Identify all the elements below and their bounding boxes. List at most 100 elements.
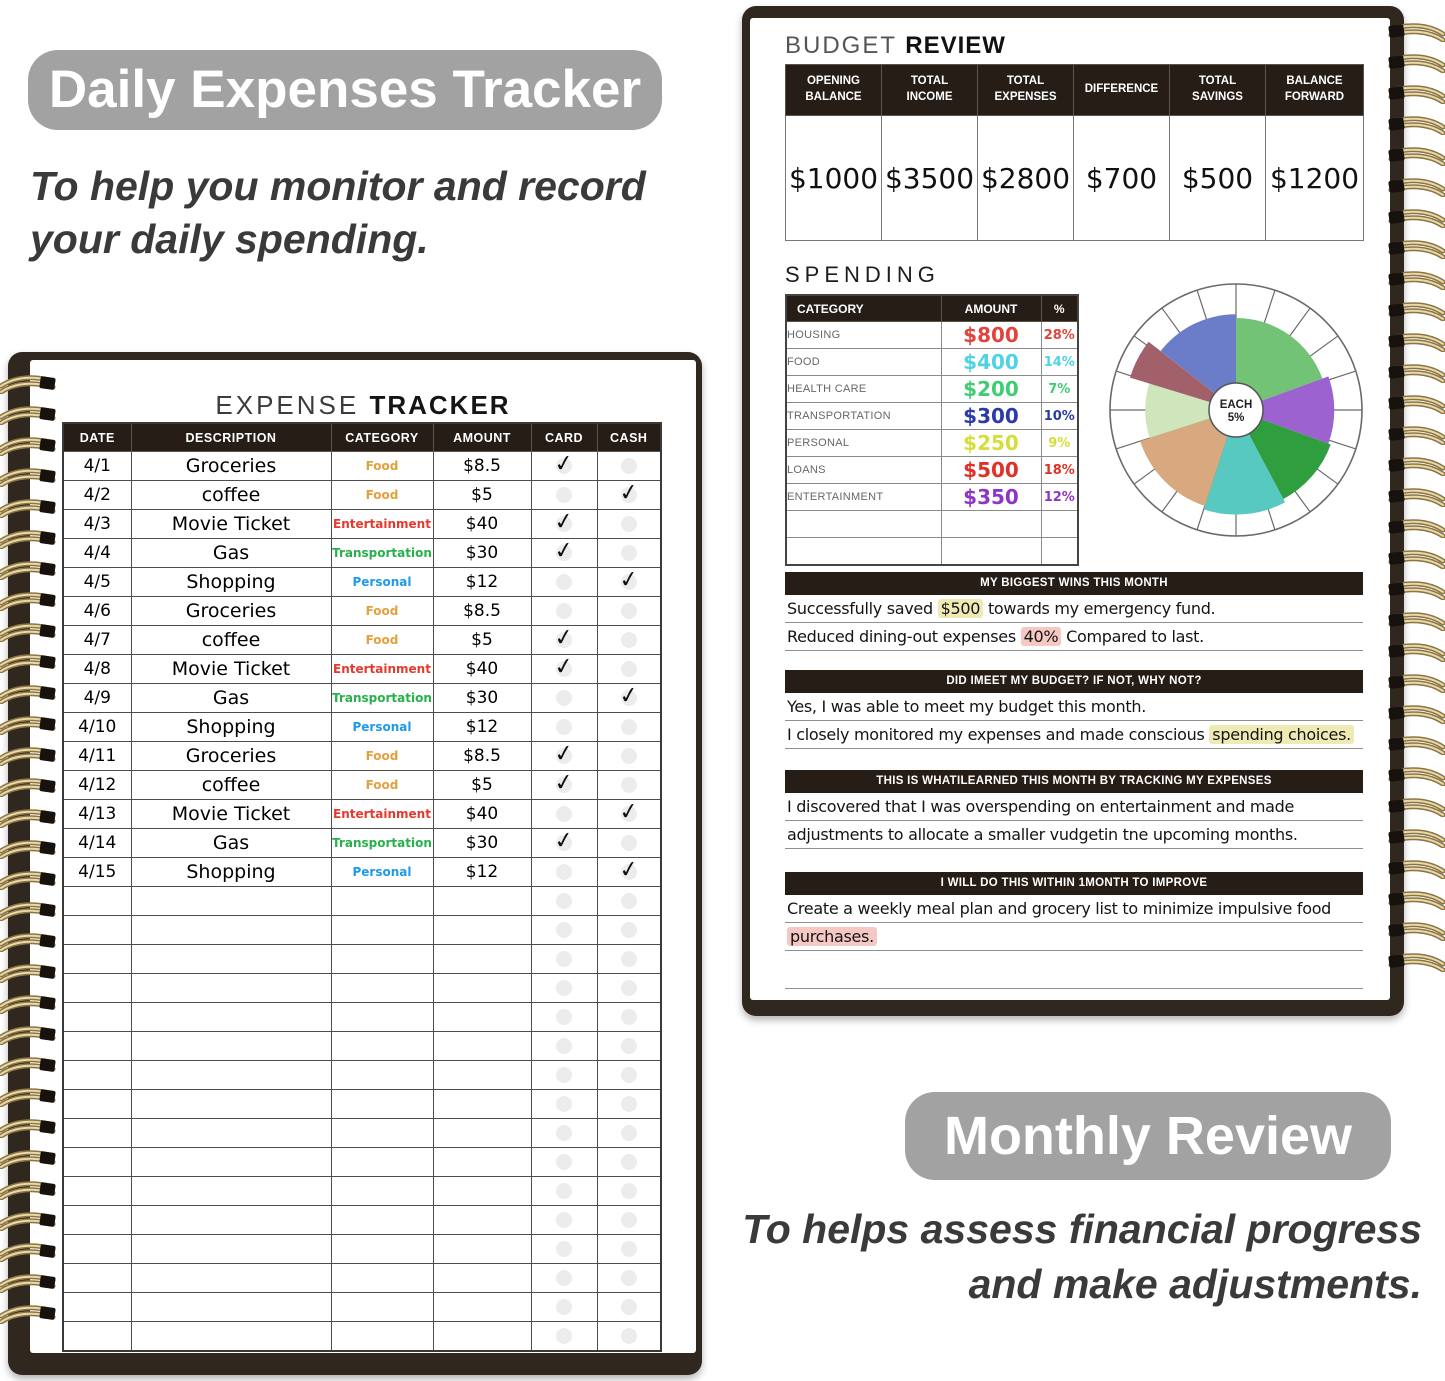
unchecked-dot <box>620 689 637 706</box>
empty-cell <box>62 1176 132 1206</box>
description-cell: Shopping <box>130 567 332 597</box>
empty-cell <box>330 1031 434 1061</box>
check-icon: ✓ <box>552 623 576 653</box>
empty-cell <box>130 1089 332 1119</box>
expense-empty-row <box>62 1147 662 1177</box>
empty-cell <box>596 944 662 974</box>
empty-cell <box>130 1321 332 1352</box>
category-cell: Entertainment <box>330 509 434 539</box>
empty-cell <box>530 1031 598 1061</box>
unchecked-dot <box>620 805 637 822</box>
spiral-coil <box>0 806 60 829</box>
expense-empty-row <box>62 1089 662 1119</box>
cash-cell <box>596 828 662 858</box>
spiral-coil <box>0 1209 60 1232</box>
empty-cell <box>530 1118 598 1148</box>
empty-cell <box>62 1031 132 1061</box>
expense-row: 4/14 Gas Transportation $30 ✓ <box>62 826 662 858</box>
unchecked-dot <box>556 863 572 880</box>
spending-row: FOOD $400 14% <box>785 348 1079 376</box>
empty-cell <box>62 1205 132 1235</box>
column-header: CASH <box>596 422 662 452</box>
check-icon: ✓ <box>552 536 576 566</box>
pie-slice-tan <box>1140 410 1236 506</box>
description-cell: Movie Ticket <box>130 799 332 829</box>
empty-cell <box>62 944 132 974</box>
spiral-coil <box>0 868 60 891</box>
spiral-binding-left <box>0 372 62 1361</box>
unchecked-dot <box>620 776 637 793</box>
description-cell: Groceries <box>130 451 332 481</box>
review-sections: MY BIGGEST WINS THIS MONTH Successfully s… <box>785 572 1363 992</box>
column-header: DIFFERENCE <box>1073 64 1170 116</box>
budget-review-page: BUDGET REVIEW OPENING BALANCE TOTAL INCOM… <box>750 18 1390 1000</box>
spiral-coil <box>1384 733 1445 756</box>
spending-amount: $500 <box>940 456 1042 484</box>
unchecked-dot <box>556 1095 572 1112</box>
spiral-coil <box>0 899 60 922</box>
empty-cell <box>130 1263 332 1293</box>
spiral-coil <box>1384 51 1445 74</box>
empty-cell <box>432 1118 532 1148</box>
spending-row: HOUSING $800 28% <box>785 321 1079 349</box>
empty-cell <box>330 1118 434 1148</box>
expense-row: 4/10 Shopping Personal $12 <box>62 712 662 742</box>
card-cell <box>530 799 598 829</box>
spiral-coil <box>1384 671 1445 694</box>
card-cell: ✓ <box>530 623 598 655</box>
expense-row: 4/12 coffee Food $5 ✓ <box>62 769 662 800</box>
expense-tracker-title: EXPENSE TRACKER <box>30 390 696 421</box>
pie-slice-dark-green <box>1236 410 1331 500</box>
expense-row: 4/9 Gas Transportation $30 ✓ <box>62 682 662 713</box>
spiral-coil <box>1384 702 1445 725</box>
empty-cell <box>432 886 532 916</box>
unchecked-dot <box>556 1240 572 1257</box>
expense-row: 4/4 Gas Transportation $30 ✓ <box>62 536 662 568</box>
spiral-coil <box>0 496 60 519</box>
budget-value: $1200 <box>1265 115 1364 241</box>
cash-cell <box>596 712 662 742</box>
empty-cell <box>130 915 332 945</box>
empty-cell <box>596 1147 662 1177</box>
spiral-coil <box>0 1023 60 1046</box>
empty-cell <box>596 973 662 1003</box>
spending-pie-chart: EACH 5% <box>1102 276 1370 544</box>
description-cell: coffee <box>130 480 332 510</box>
card-cell: ✓ <box>530 508 598 539</box>
empty-cell <box>330 973 434 1003</box>
empty-cell <box>596 1234 662 1264</box>
empty-cell <box>432 1263 532 1293</box>
amount-cell: $12 <box>432 857 532 887</box>
expense-row: 4/8 Movie Ticket Entertainment $40 ✓ <box>62 653 662 684</box>
spiral-coil <box>0 527 60 550</box>
empty-cell <box>330 1176 434 1206</box>
spiral-coil <box>0 961 60 984</box>
expense-tracker-page: EXPENSE TRACKER DATE DESCRIPTION CATEGORY A… <box>30 360 696 1353</box>
empty-cell <box>330 1321 434 1352</box>
description-cell: Gas <box>130 538 332 568</box>
expense-empty-row <box>62 1002 662 1032</box>
spiral-coil <box>0 1240 60 1263</box>
spending-empty-row <box>785 510 1079 538</box>
card-cell <box>530 480 598 510</box>
amount-cell: $12 <box>432 567 532 597</box>
check-icon: ✓ <box>552 826 576 856</box>
unchecked-dot <box>556 950 572 967</box>
spiral-coil <box>0 1054 60 1077</box>
empty-cell <box>530 1234 598 1264</box>
date-cell: 4/6 <box>62 596 132 626</box>
date-cell: 4/2 <box>62 480 132 510</box>
empty-cell <box>596 1292 662 1322</box>
expense-tracker-notebook: EXPENSE TRACKER DATE DESCRIPTION CATEGORY A… <box>0 352 702 1375</box>
description-cell: Shopping <box>130 857 332 887</box>
left-tagline-line1: To help you monitor and record <box>30 163 646 209</box>
handwritten-line: purchases. <box>785 923 1363 951</box>
description-cell: coffee <box>130 770 332 800</box>
spiral-coil <box>0 1116 60 1139</box>
handwritten-line: I closely monitored my expenses and made… <box>785 721 1363 749</box>
spiral-coil <box>0 465 60 488</box>
empty-cell <box>530 1089 598 1119</box>
spending-amount: $250 <box>940 429 1042 457</box>
description-cell: Groceries <box>130 596 332 626</box>
